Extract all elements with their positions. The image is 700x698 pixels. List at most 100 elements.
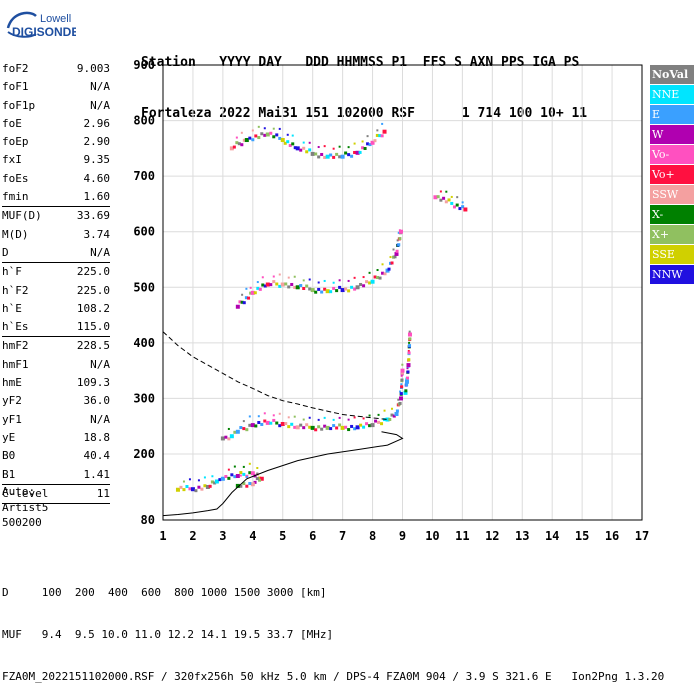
param-name: foF1p — [2, 98, 36, 112]
echo-point — [302, 279, 305, 282]
echo-point — [325, 154, 330, 159]
echo-point — [355, 425, 360, 430]
echo-point — [258, 476, 262, 480]
echo-point — [238, 300, 242, 304]
echo-point — [250, 482, 255, 487]
param-name: hmF2 — [2, 339, 29, 353]
echo-point — [332, 281, 335, 284]
echo-point — [227, 427, 230, 430]
echo-point — [257, 125, 260, 128]
echo-point — [182, 488, 186, 492]
echo-point — [220, 436, 225, 441]
echo-point — [397, 398, 400, 401]
echo-point — [323, 155, 327, 159]
echo-point — [258, 478, 262, 482]
param-row: yF1 N/A — [2, 411, 110, 429]
echo-point — [213, 481, 217, 485]
echo-point — [395, 249, 399, 253]
echo-point — [253, 291, 257, 295]
echo-point — [378, 134, 382, 138]
echo-point — [340, 425, 345, 430]
echo-point — [344, 287, 348, 291]
echo-point — [227, 437, 231, 441]
param-value: N/A — [90, 80, 110, 94]
echo-point — [381, 263, 384, 266]
echo-point — [257, 136, 261, 140]
echo-point — [190, 487, 195, 492]
echo-point — [256, 472, 259, 475]
param-value: N/A — [90, 98, 110, 112]
param-row: h`F2 225.0 — [2, 282, 110, 300]
echo-point — [269, 421, 273, 425]
echo-point — [269, 131, 273, 135]
legend-item: X- — [650, 205, 694, 224]
echo-point — [256, 467, 259, 469]
param-value: 115.0 — [76, 320, 110, 334]
echo-point — [302, 141, 305, 144]
param-name: yF2 — [2, 394, 22, 408]
echo-point — [404, 389, 408, 393]
param-value: 2.90 — [83, 135, 111, 149]
param-row: foEp 2.90 — [2, 133, 110, 151]
echo-point — [214, 479, 219, 484]
echo-point — [350, 424, 354, 428]
echo-point — [175, 487, 180, 492]
param-row: h`E 108.2 — [2, 300, 110, 318]
echo-point — [293, 425, 297, 429]
echo-point — [211, 475, 214, 478]
param-value: 228.5 — [76, 339, 110, 353]
echo-point — [368, 271, 371, 274]
y-tick-label: 900 — [133, 58, 155, 72]
echo-point — [308, 416, 311, 419]
echo-point — [323, 416, 326, 419]
param-value: 3.74 — [83, 227, 111, 241]
echo-point — [405, 376, 409, 380]
echo-point — [229, 146, 234, 151]
echo-point — [240, 131, 243, 134]
echo-point — [314, 428, 318, 432]
x-tick-label: 12 — [485, 529, 499, 543]
echo-point — [408, 330, 411, 333]
y-tick-label: 600 — [133, 225, 155, 239]
param-name: h`F2 — [2, 283, 29, 297]
echo-point — [398, 237, 402, 241]
echo-point — [286, 140, 290, 144]
echo-point — [392, 414, 396, 418]
echo-point — [368, 281, 372, 285]
echo-point — [403, 390, 408, 395]
param-value: N/A — [90, 357, 110, 371]
echo-point — [230, 473, 234, 477]
echo-point — [325, 289, 330, 294]
echo-point — [377, 413, 380, 416]
header-labels: Station YYYY DAY DDD HHMMSS P1 FFS S AXN… — [141, 55, 580, 70]
echo-point — [265, 132, 270, 137]
echo-point — [314, 152, 318, 156]
echo-point — [347, 289, 351, 293]
echo-point — [393, 255, 397, 259]
param-value: N/A — [90, 245, 110, 259]
param-name: hmE — [2, 376, 22, 390]
echo-point — [299, 423, 303, 427]
x-tick-label: 8 — [369, 529, 376, 543]
echo-point — [224, 475, 228, 478]
echo-point — [380, 134, 384, 138]
echo-point — [287, 416, 290, 419]
echo-point — [291, 134, 294, 137]
echo-point — [308, 287, 312, 291]
x-tick-label: 2 — [189, 529, 196, 543]
echo-point — [404, 379, 409, 384]
echo-point — [290, 282, 294, 286]
echo-point — [291, 142, 295, 146]
echo-point — [320, 152, 324, 156]
echo-point — [397, 231, 400, 234]
echo-point — [308, 425, 312, 429]
echo-point — [361, 146, 365, 150]
echo-point — [272, 127, 275, 130]
echo-point — [370, 140, 375, 145]
divider — [2, 206, 110, 208]
autoscaling-notes: Auto: Artist5 500200 — [2, 484, 48, 531]
echo-point — [258, 287, 262, 291]
echo-point — [188, 487, 192, 491]
echo-point — [284, 282, 288, 286]
echo-point — [377, 420, 381, 424]
